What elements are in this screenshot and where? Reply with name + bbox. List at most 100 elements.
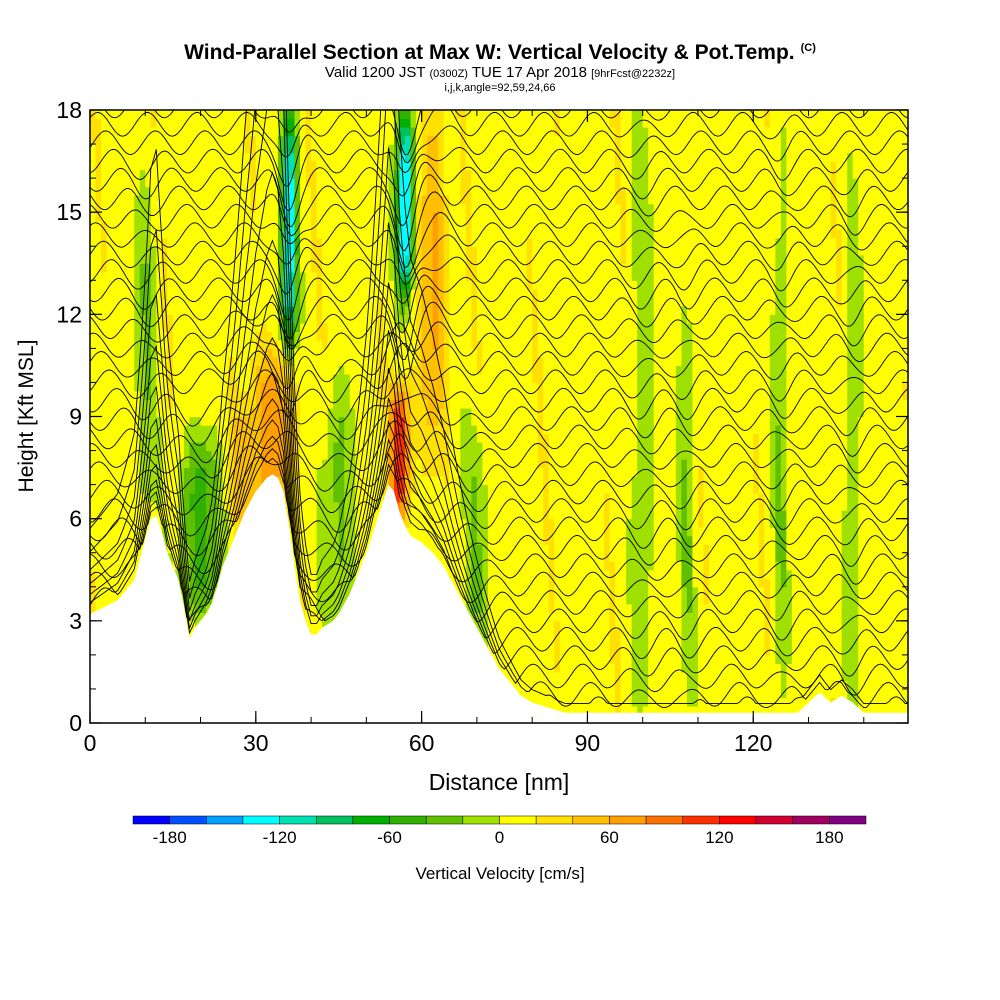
velocity-cell bbox=[150, 280, 157, 290]
velocity-cell bbox=[305, 467, 312, 477]
velocity-cell bbox=[222, 518, 229, 528]
velocity-cell bbox=[128, 484, 135, 494]
velocity-cell bbox=[195, 390, 202, 401]
velocity-cell bbox=[399, 297, 406, 307]
velocity-cell bbox=[272, 135, 279, 145]
velocity-cell bbox=[139, 254, 146, 264]
velocity-cell bbox=[438, 254, 445, 264]
velocity-cell bbox=[371, 510, 379, 520]
velocity-cell bbox=[239, 280, 246, 290]
velocity-cell bbox=[283, 501, 290, 511]
velocity-cell bbox=[145, 399, 152, 409]
velocity-cell bbox=[95, 110, 102, 120]
velocity-cell bbox=[377, 178, 384, 188]
velocity-cell bbox=[438, 118, 445, 128]
velocity-cell bbox=[117, 476, 124, 486]
velocity-cell bbox=[150, 339, 157, 349]
velocity-cell bbox=[183, 450, 191, 460]
velocity-cell bbox=[399, 237, 406, 247]
velocity-cell bbox=[355, 450, 362, 460]
velocity-cell bbox=[355, 237, 362, 247]
velocity-cell bbox=[333, 135, 340, 145]
velocity-cell bbox=[294, 373, 301, 384]
velocity-cell bbox=[101, 595, 108, 605]
velocity-cell bbox=[465, 144, 472, 154]
velocity-cell bbox=[266, 254, 273, 264]
velocity-cell bbox=[288, 237, 296, 247]
velocity-cell bbox=[399, 271, 406, 281]
velocity-cell bbox=[393, 144, 401, 154]
velocity-cell bbox=[195, 178, 202, 188]
velocity-cell bbox=[250, 297, 257, 307]
velocity-cell bbox=[272, 203, 279, 213]
velocity-cell bbox=[183, 195, 191, 205]
velocity-cell bbox=[145, 118, 152, 128]
velocity-cell bbox=[195, 365, 202, 375]
velocity-cell bbox=[211, 399, 218, 409]
velocity-cell bbox=[206, 527, 213, 537]
velocity-cell bbox=[305, 186, 312, 196]
velocity-cell bbox=[128, 212, 135, 222]
velocity-cell bbox=[211, 152, 218, 162]
velocity-cell bbox=[388, 348, 395, 358]
velocity-cell bbox=[261, 144, 268, 154]
velocity-cell bbox=[167, 450, 174, 460]
velocity-cell bbox=[239, 271, 246, 281]
velocity-cell bbox=[294, 144, 301, 154]
velocity-cell bbox=[277, 297, 285, 307]
velocity-cell bbox=[449, 144, 456, 154]
velocity-cell bbox=[349, 493, 356, 503]
velocity-cell bbox=[261, 459, 268, 469]
velocity-cell bbox=[449, 118, 456, 128]
velocity-cell bbox=[233, 467, 240, 477]
velocity-cell bbox=[123, 501, 130, 511]
velocity-cell bbox=[244, 433, 251, 443]
velocity-cell bbox=[272, 459, 279, 469]
velocity-cell bbox=[432, 484, 439, 494]
velocity-cell bbox=[139, 280, 146, 290]
velocity-cell bbox=[382, 416, 390, 426]
velocity-cell bbox=[399, 161, 406, 171]
velocity-cell bbox=[465, 229, 472, 239]
velocity-cell bbox=[416, 365, 423, 375]
velocity-cell bbox=[200, 612, 207, 622]
velocity-cell bbox=[139, 203, 146, 213]
velocity-cell bbox=[139, 373, 146, 384]
velocity-cell bbox=[322, 569, 329, 579]
velocity-cell bbox=[200, 373, 207, 384]
velocity-cell bbox=[277, 212, 285, 222]
velocity-cell bbox=[200, 118, 207, 128]
velocity-cell bbox=[449, 212, 456, 222]
velocity-cell bbox=[405, 407, 412, 418]
velocity-cell bbox=[244, 127, 251, 137]
velocity-cell bbox=[405, 476, 412, 486]
velocity-cell bbox=[465, 416, 472, 426]
velocity-cell bbox=[106, 297, 113, 307]
velocity-cell bbox=[244, 169, 251, 179]
velocity-cell bbox=[288, 271, 296, 281]
velocity-cell bbox=[305, 152, 312, 162]
velocity-cell bbox=[106, 339, 113, 349]
velocity-cell bbox=[322, 339, 329, 349]
velocity-cell bbox=[449, 263, 456, 273]
velocity-cell bbox=[349, 271, 356, 281]
velocity-cell bbox=[399, 110, 406, 120]
velocity-cell bbox=[233, 331, 240, 341]
velocity-cell bbox=[228, 110, 235, 120]
velocity-cell bbox=[106, 356, 113, 367]
velocity-cell bbox=[305, 552, 312, 562]
velocity-cell bbox=[206, 382, 213, 392]
velocity-cell bbox=[217, 186, 224, 196]
velocity-cell bbox=[333, 246, 340, 256]
velocity-cell bbox=[222, 203, 229, 213]
velocity-cell bbox=[211, 314, 218, 324]
velocity-cell bbox=[421, 135, 428, 145]
velocity-cell bbox=[150, 229, 157, 239]
velocity-cell bbox=[112, 212, 119, 222]
velocity-cell bbox=[327, 212, 334, 222]
velocity-cell bbox=[465, 297, 472, 307]
velocity-cell bbox=[316, 510, 323, 520]
velocity-cell bbox=[432, 518, 439, 528]
velocity-cell bbox=[449, 229, 456, 239]
velocity-cell bbox=[360, 459, 367, 469]
